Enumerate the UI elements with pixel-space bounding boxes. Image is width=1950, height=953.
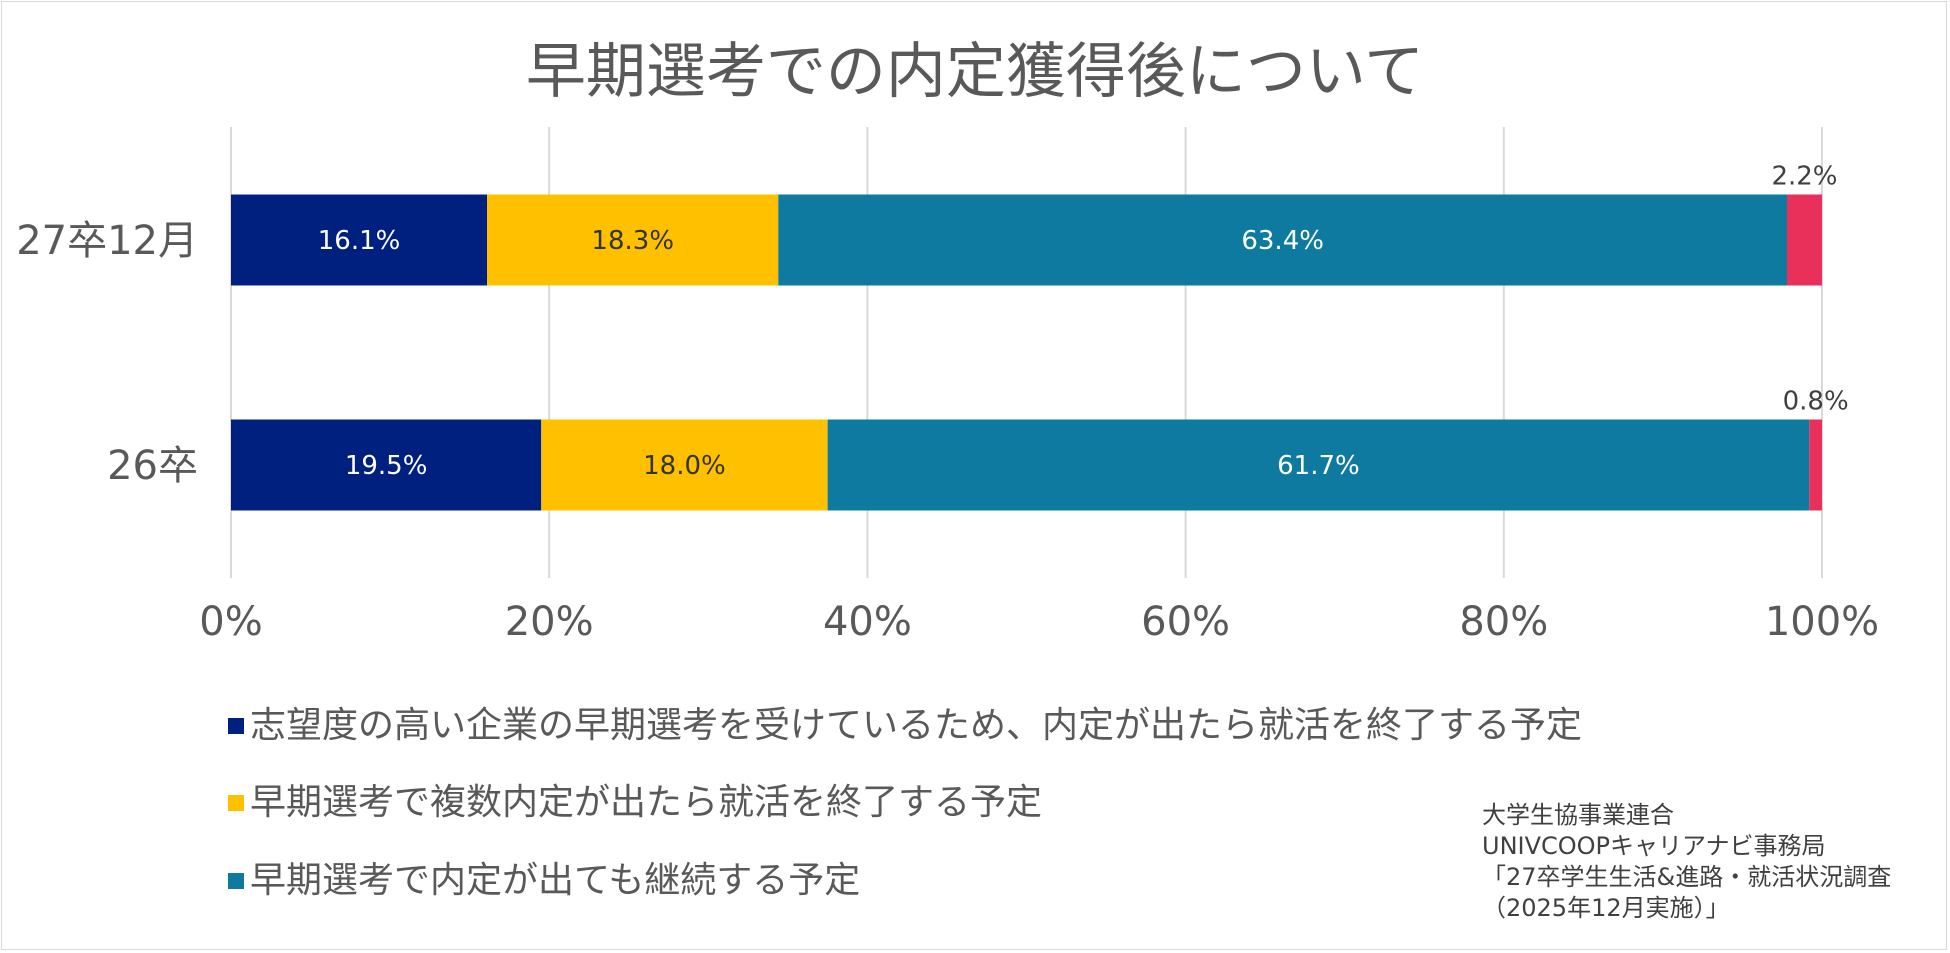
chart-title: 早期選考での内定獲得後について: [526, 37, 1424, 107]
bar-segment: [778, 194, 1787, 286]
data-label: 61.7%: [1277, 451, 1360, 481]
category-labels: 27卒12月 26卒: [16, 218, 198, 489]
data-label: 16.1%: [318, 226, 401, 256]
source-note: 大学生協事業連合 UNIVCOOPキャリアナビ事務局 「27卒学生生活&進路・就…: [1482, 801, 1892, 922]
legend-label: 早期選考で内定が出ても継続する予定: [250, 860, 861, 901]
legend-label: 早期選考で複数内定が出たら就活を終了する予定: [250, 782, 1043, 823]
x-tick-label: 80%: [1459, 599, 1548, 645]
data-labels: 16.1% 18.3% 63.4% 2.2% 19.5% 18.0% 61.7% 0.8%: [318, 162, 1849, 482]
bar-segment: [827, 419, 1810, 511]
legend-label: 志望度の高い企業の早期選考を受けているため、内定が出たら就活を終了する予定: [250, 705, 1583, 746]
legend-swatch-navy: [228, 718, 244, 734]
bar-segment: [541, 419, 828, 511]
bar-segment: [231, 194, 488, 286]
data-label: 63.4%: [1241, 226, 1324, 256]
x-tick-label: 20%: [505, 599, 594, 645]
data-label: 18.0%: [643, 451, 726, 481]
bar-segment: [487, 194, 779, 286]
legend-swatch-gold: [228, 795, 244, 811]
data-label: 18.3%: [591, 226, 674, 256]
data-label: 19.5%: [345, 451, 428, 481]
bars: [231, 194, 1822, 511]
x-tick-label: 40%: [823, 599, 912, 645]
legend-item-continue: 早期選考で内定が出ても継続する予定: [228, 861, 1628, 901]
legend-swatch-teal: [228, 873, 244, 889]
bar-segment: [1809, 419, 1822, 511]
category-label: 27卒12月: [16, 218, 198, 264]
data-label: 0.8%: [1783, 387, 1849, 417]
bar-segment: [1786, 194, 1822, 286]
bar-segment: [231, 419, 542, 511]
x-tick-label: 100%: [1765, 599, 1879, 645]
category-label: 26卒: [107, 443, 198, 489]
legend-item-multiple-offers: 早期選考で複数内定が出たら就活を終了する予定: [228, 783, 1628, 823]
x-tick-label: 0%: [199, 599, 262, 645]
legend-item-early-finish: 志望度の高い企業の早期選考を受けているため、内定が出たら就活を終了する予定: [228, 706, 1628, 746]
x-axis-ticks: 0% 20% 40% 60% 80% 100%: [199, 599, 1879, 645]
x-tick-label: 60%: [1141, 599, 1230, 645]
data-label: 2.2%: [1771, 162, 1837, 192]
